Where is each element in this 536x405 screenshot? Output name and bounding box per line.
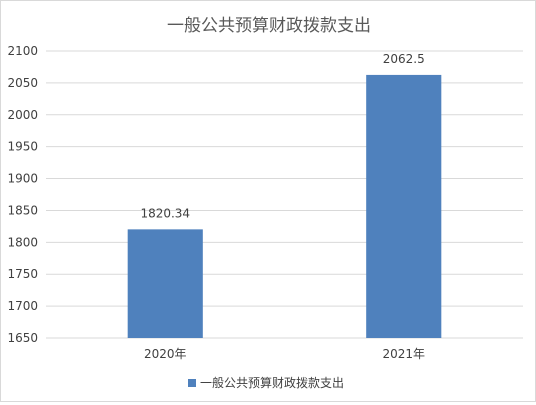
x-tick-label: 2020年 [144,347,187,361]
bars: 1820.34 2062.5 [127,52,442,339]
y-tick-label: 1650 [7,331,38,345]
data-label: 1820.34 [140,206,190,220]
bar [127,229,203,338]
y-tick-label: 2050 [7,76,38,90]
chart-title: 一般公共预算财政拨款支出 [167,16,371,36]
data-label: 2062.5 [383,52,425,66]
y-tick-label: 1700 [7,299,38,313]
y-axis-ticks: 1650 1700 1750 1800 1850 1900 1950 2000 2050 2100 [7,44,38,345]
bar [366,74,442,339]
gridlines [46,50,523,339]
y-tick-label: 1850 [7,203,38,217]
y-tick-label: 1800 [7,235,38,249]
y-tick-label: 1900 [7,172,38,186]
legend-label: 一般公共预算财政拨款支出 [200,375,344,390]
y-tick-label: 2000 [7,108,38,122]
legend: 一般公共预算财政拨款支出 [188,375,344,390]
y-tick-label: 1950 [7,140,38,154]
legend-swatch [188,379,196,387]
x-tick-label: 2021年 [382,347,425,361]
y-tick-label: 2100 [7,44,38,58]
x-axis-ticks: 2020年 2021年 [144,347,425,361]
y-tick-label: 1750 [7,267,38,281]
